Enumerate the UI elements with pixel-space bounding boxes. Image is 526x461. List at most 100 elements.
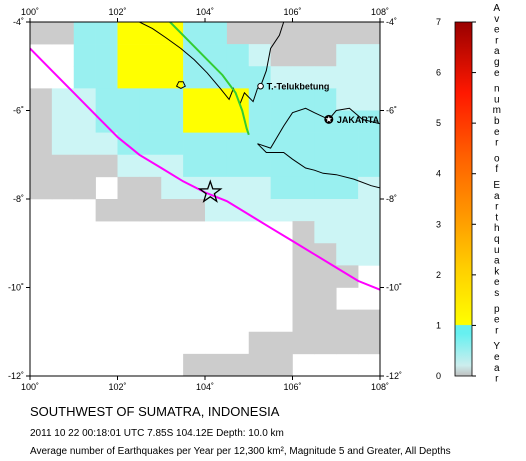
grid-cell <box>292 110 315 133</box>
city-markers: T.-Telukbetung JAKARTA <box>257 82 380 125</box>
colorbar-tick: 7 <box>436 17 441 27</box>
grid-cell <box>336 132 359 156</box>
grid-cell <box>248 22 271 45</box>
grid-cell <box>205 110 228 133</box>
grid-cell <box>292 287 315 310</box>
grid-cell <box>73 154 96 178</box>
x-tick-bottom: 104˚ <box>196 382 214 392</box>
grid-cell <box>226 154 250 178</box>
grid-cell <box>161 132 184 156</box>
grid-cell <box>226 22 250 45</box>
grid-cell <box>139 110 162 133</box>
grid-cell <box>314 154 337 178</box>
grid-cell <box>161 44 184 67</box>
java-north-coastline <box>257 107 380 149</box>
fault-line <box>169 22 250 136</box>
colorbar-title-char: E <box>493 180 500 191</box>
colorbar-title-char: u <box>494 94 500 105</box>
colorbar-title-char: e <box>494 68 500 79</box>
rate-grid <box>30 22 380 376</box>
colorbar-ticks: 0 1 2 3 4 5 6 7 <box>436 17 476 381</box>
colorbar-title-char: r <box>495 138 499 149</box>
grid-cell <box>270 176 293 200</box>
grid-cell <box>51 154 75 178</box>
city-label: T.-Telukbetung <box>267 82 330 92</box>
island-coastline <box>175 81 186 89</box>
grid-cell <box>270 353 293 376</box>
grid-cell <box>30 132 53 156</box>
colorbar-title-char: b <box>494 116 500 127</box>
grid-cell <box>183 110 206 133</box>
grid-cell <box>30 110 53 133</box>
colorbar-title-char: r <box>495 202 499 213</box>
grid-cell <box>51 22 75 45</box>
grid-cell <box>73 176 96 200</box>
grid-cell <box>292 176 315 200</box>
y-tick-right: -10˚ <box>386 283 402 293</box>
grid-cell <box>139 66 162 89</box>
grid-cell <box>270 88 293 111</box>
colorbar-title-char: a <box>494 191 500 202</box>
grid-cell <box>226 132 250 156</box>
grid-cell <box>248 199 271 222</box>
grid-cell <box>314 199 337 222</box>
grid-cell <box>205 22 228 45</box>
grid-cell <box>336 243 359 266</box>
y-tick-right: -6˚ <box>386 106 397 116</box>
grid-cell <box>336 199 359 222</box>
grid-cell <box>117 66 140 89</box>
grid-cell <box>95 88 118 111</box>
grid-cell <box>248 353 271 376</box>
grid-cell <box>314 243 337 266</box>
colorbar-title-char: r <box>495 374 499 385</box>
grid-cell <box>161 110 184 133</box>
grid-cell <box>226 44 250 67</box>
grid-cell <box>314 309 337 333</box>
colorbar-tick: 4 <box>436 169 441 179</box>
grid-cell <box>314 287 337 310</box>
grid-cell <box>183 132 206 156</box>
grid-cell <box>336 176 359 200</box>
grid-cell <box>336 66 359 89</box>
grid-cell <box>183 353 206 376</box>
y-tick-left: -10˚ <box>8 283 24 293</box>
grid-cell <box>358 110 380 133</box>
colorbar-title-char: u <box>494 245 500 256</box>
grid-cell <box>314 88 337 111</box>
colorbar-title-char: a <box>494 46 500 57</box>
colorbar-title-char: o <box>494 153 500 164</box>
x-tick-top: 100˚ <box>21 7 39 17</box>
colorbar-title-char: h <box>494 223 500 234</box>
colorbar-tick: 3 <box>436 219 441 229</box>
grid-cell <box>95 66 118 89</box>
grid-cell <box>270 331 293 355</box>
grid-cell <box>314 265 337 288</box>
grid-cell <box>358 221 380 244</box>
colorbar-title-char: v <box>494 14 500 25</box>
y-tick-right: -12˚ <box>386 371 402 381</box>
x-tick-top: 104˚ <box>196 7 214 17</box>
grid-cell <box>336 88 359 111</box>
sumatra-east-coastline <box>260 22 285 87</box>
y-tick-left: -4˚ <box>13 17 24 27</box>
x-tick-bottom: 108˚ <box>371 382 389 392</box>
grid-cell <box>183 176 206 200</box>
grid-cell <box>358 199 380 222</box>
x-tick-bottom: 100˚ <box>21 382 39 392</box>
grid-cell <box>314 22 337 45</box>
grid-cell <box>161 176 184 200</box>
grid-cell <box>139 199 162 222</box>
colorbar <box>454 21 473 377</box>
grid-cell <box>358 243 380 266</box>
grid-cell <box>314 66 337 89</box>
grid-cell <box>95 110 118 133</box>
grid-cell <box>205 66 228 89</box>
y-tick-left: -8˚ <box>13 194 24 204</box>
grid-cell <box>336 331 359 355</box>
colorbar-title-char: e <box>494 127 500 138</box>
grid-cell <box>336 22 359 45</box>
grid-cell <box>292 66 315 89</box>
y-tick-left: -12˚ <box>8 371 24 381</box>
grid-cell <box>314 331 337 355</box>
